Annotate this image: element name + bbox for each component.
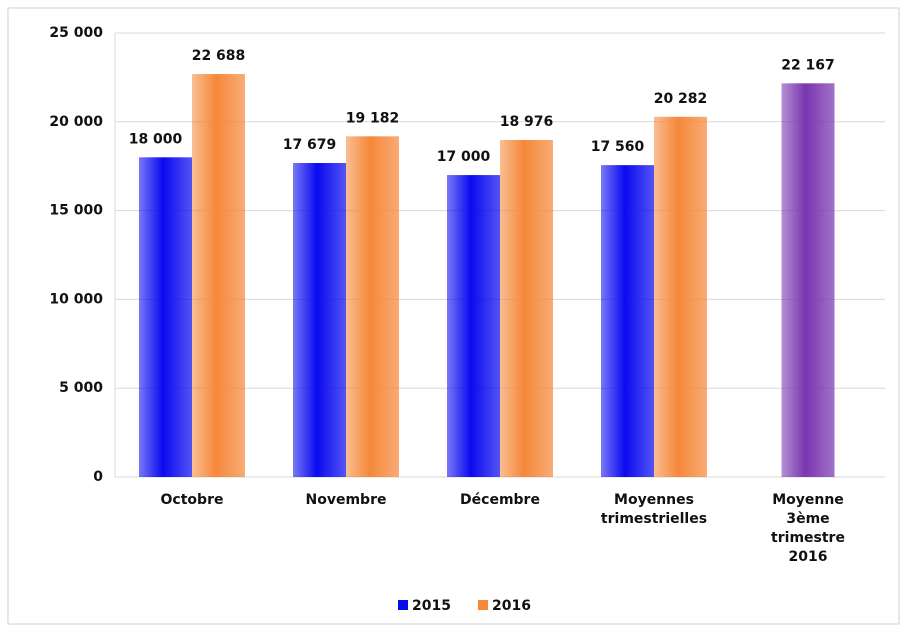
data-label: 17 679 xyxy=(283,137,337,153)
y-tick-label: 20 000 xyxy=(49,114,103,130)
bar xyxy=(346,136,399,477)
data-label: 22 167 xyxy=(781,57,835,73)
data-label: 17 560 xyxy=(591,139,645,155)
bar xyxy=(447,175,500,477)
x-tick-label: Moyennes trimestrielles xyxy=(600,492,708,527)
x-tick-label: Décembre xyxy=(460,492,540,508)
data-label: 22 688 xyxy=(192,48,246,64)
bar xyxy=(601,165,654,477)
legend-swatch xyxy=(478,600,488,610)
data-label: 18 976 xyxy=(500,114,554,130)
bar xyxy=(781,83,835,477)
data-label: 19 182 xyxy=(346,110,400,126)
bar xyxy=(500,139,553,477)
y-tick-label: 0 xyxy=(93,469,103,485)
legend-label: 2016 xyxy=(492,598,531,614)
y-tick-label: 15 000 xyxy=(49,203,103,219)
legend-label: 2015 xyxy=(412,598,451,614)
bar xyxy=(654,116,707,477)
x-tick-label: Moyenne 3ème trimestre 2016 xyxy=(771,492,845,565)
x-tick-label: Novembre xyxy=(305,492,387,508)
bar xyxy=(139,157,192,477)
data-label: 20 282 xyxy=(654,91,708,107)
bar xyxy=(192,74,245,477)
y-tick-label: 5 000 xyxy=(59,380,103,396)
legend-swatch xyxy=(398,600,408,610)
data-label: 18 000 xyxy=(129,131,183,147)
chart-border xyxy=(7,7,900,625)
y-tick-label: 10 000 xyxy=(49,291,103,307)
y-tick-label: 25 000 xyxy=(49,25,103,41)
bar xyxy=(293,163,346,477)
x-tick-label: Octobre xyxy=(160,492,224,508)
data-label: 17 000 xyxy=(437,149,491,165)
